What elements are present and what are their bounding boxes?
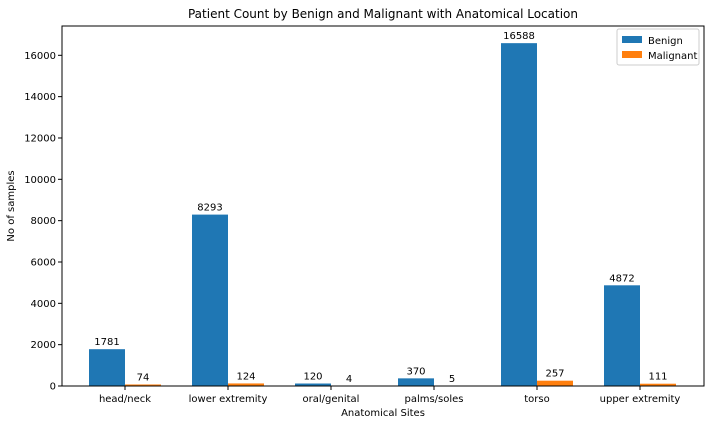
- data-label-benign: 120: [303, 372, 322, 383]
- y-tick-label: 16000: [24, 51, 56, 62]
- y-axis-title: No of samples: [6, 170, 17, 241]
- x-axis-title: Anatomical Sites: [341, 408, 425, 419]
- y-tick-label: 2000: [31, 340, 56, 351]
- x-tick-label: palms/soles: [404, 394, 463, 405]
- data-label-benign: 16588: [503, 31, 535, 42]
- x-tick-label: head/neck: [99, 394, 151, 405]
- data-label-malignant: 5: [449, 374, 455, 385]
- chart-title: Patient Count by Benign and Malignant wi…: [188, 7, 578, 21]
- y-tick-label: 4000: [31, 299, 56, 310]
- data-label-malignant: 111: [648, 372, 667, 383]
- legend-swatch-benign: [622, 36, 642, 43]
- data-label-benign: 8293: [197, 203, 222, 214]
- x-tick-label: upper extremity: [600, 394, 681, 405]
- bar-benign: [89, 349, 125, 386]
- x-axis: head/neck lower extremity oral/genital palm…: [99, 386, 680, 405]
- y-tick-label: 8000: [31, 216, 56, 227]
- bar-malignant: [537, 380, 573, 386]
- data-label-malignant: 74: [137, 372, 150, 383]
- y-tick-label: 10000: [24, 175, 56, 186]
- bar-benign: [398, 378, 434, 386]
- legend-swatch-malignant: [622, 51, 642, 58]
- data-label-malignant: 257: [545, 369, 564, 380]
- data-label-malignant: 124: [236, 371, 255, 382]
- bar-malignant: [125, 384, 161, 386]
- bar-benign: [295, 383, 331, 386]
- x-tick-label: oral/genital: [303, 394, 360, 405]
- x-tick-label: lower extremity: [189, 394, 268, 405]
- data-labels: 1781 8293 120 370 16588 4872 74 124 4 5 257 111: [94, 31, 667, 385]
- data-label-benign: 4872: [609, 273, 634, 284]
- bar-benign: [501, 43, 537, 387]
- legend-label-benign: Benign: [648, 36, 683, 47]
- legend: Benign Malignant: [616, 28, 700, 66]
- bars: [89, 43, 676, 387]
- x-tick-label: torso: [524, 394, 549, 405]
- y-tick-label: 0: [50, 382, 56, 393]
- plot-frame: [61, 25, 705, 387]
- bar-benign: [604, 285, 640, 386]
- bar-benign: [192, 214, 228, 386]
- data-label-benign: 370: [406, 366, 425, 377]
- bar-malignant: [640, 383, 676, 386]
- y-axis: 0 2000 4000 6000 8000 10000 12000 14000 16000: [24, 51, 62, 393]
- y-tick-label: 6000: [31, 257, 56, 268]
- data-label-benign: 1781: [94, 337, 119, 348]
- y-tick-label: 14000: [24, 92, 56, 103]
- legend-label-malignant: Malignant: [648, 51, 697, 62]
- bar-malignant: [228, 383, 264, 386]
- data-label-malignant: 4: [346, 374, 352, 385]
- y-tick-label: 12000: [24, 133, 56, 144]
